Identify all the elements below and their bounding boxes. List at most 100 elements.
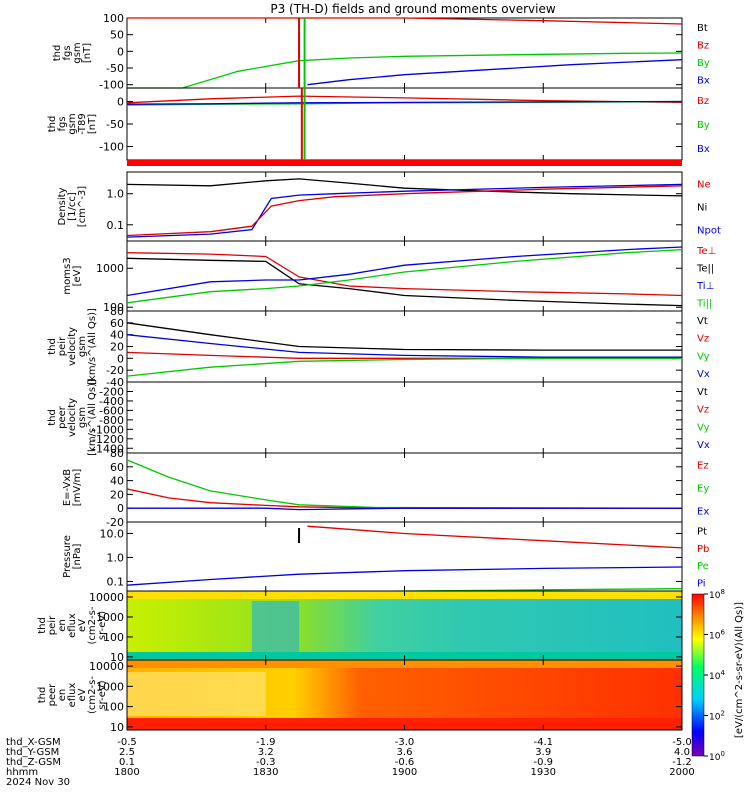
legend-Bx: Bx xyxy=(697,144,710,155)
x-tick-label: -0.9 xyxy=(533,757,553,768)
y-tick-label: 20 xyxy=(110,341,124,354)
series-By xyxy=(127,52,683,89)
y-axis-label: thd xyxy=(47,409,58,426)
y-tick-label: 0.1 xyxy=(107,219,125,232)
y-axis-label: (cm2-s- xyxy=(87,676,98,714)
y-tick-label: 60 xyxy=(110,317,124,330)
y-tick-label: 10 xyxy=(110,651,124,664)
x-tick-label: 2.5 xyxy=(119,747,135,758)
y-axis-label: velocity xyxy=(67,327,78,366)
x-tick-label: -0.6 xyxy=(395,757,415,768)
y-axis-label: thd xyxy=(47,338,58,355)
y-axis-label: sr-eV) xyxy=(97,680,108,709)
y-tick-label: 1.0 xyxy=(107,551,125,564)
legend-Npot: Npot xyxy=(697,226,721,237)
y-tick-label: -50 xyxy=(106,118,124,131)
y-axis-label: velocity xyxy=(67,398,78,437)
y-tick-label: 20 xyxy=(110,488,124,501)
y-tick-label: 10000 xyxy=(89,660,124,673)
x-row-label: thd_X-GSM xyxy=(6,737,61,748)
series-Te⊥ xyxy=(126,252,683,297)
x-row-label: hhmm xyxy=(6,767,38,778)
colorbar-gradient xyxy=(691,593,705,757)
vele-frame xyxy=(126,381,683,454)
y-tick-label: 1000 xyxy=(96,611,124,624)
y-axis-label: [eV] xyxy=(72,266,83,287)
colorbar-tick-label: 100 xyxy=(709,750,725,763)
legend-Ez: Ez xyxy=(697,461,709,472)
y-axis-label: [1/cc] xyxy=(67,192,78,221)
legend-By: By xyxy=(697,58,710,69)
panel-fgs: 100 50 0 -50 -100 thd fgs gsm [nT] Bt Bz By Bx xyxy=(52,12,710,92)
legend-Vt: Vt xyxy=(697,316,708,327)
x-tick-label: 1830 xyxy=(253,767,278,778)
colorbar-tick-label: 102 xyxy=(709,710,725,723)
panel-vele: -200-400-600-800-1000-1200-1400 thd peer ve… xyxy=(47,379,710,456)
legend-Ti⊥: Ti⊥ xyxy=(696,281,714,292)
y-tick-label: -800 xyxy=(99,414,124,427)
series-Pi xyxy=(126,566,683,586)
legend-Vx: Vx xyxy=(697,369,710,380)
y-axis-label: gsm xyxy=(77,336,88,357)
peer-bright-region xyxy=(127,672,266,716)
y-tick-label: 100 xyxy=(103,631,124,644)
y-tick-label: 10.0 xyxy=(100,527,125,540)
series-Te|| xyxy=(126,257,683,307)
x-row-label: thd_Y-GSM xyxy=(6,747,59,758)
y-axis-label: thd xyxy=(47,116,58,133)
y-axis-label: peir xyxy=(57,336,68,356)
colorbar-tick-label: 108 xyxy=(709,588,725,601)
series-Ni xyxy=(126,178,683,197)
y-axis-label: eV xyxy=(77,619,88,632)
legend-Vy: Vy xyxy=(697,351,710,362)
y-tick-label: -1400 xyxy=(92,442,124,455)
series-Bx xyxy=(126,100,683,105)
y-tick-label: -20 xyxy=(106,364,124,377)
y-tick-label: 0 xyxy=(117,45,124,58)
y-tick-label: 80 xyxy=(110,305,124,318)
legend-Ti||: Ti|| xyxy=(696,298,712,309)
y-tick-label: 0 xyxy=(117,96,124,109)
y-tick-label: 100 xyxy=(103,12,124,25)
y-tick-label: 0 xyxy=(117,502,124,515)
y-axis-label: [cm^-3] xyxy=(77,186,88,227)
y-axis-label: en xyxy=(57,619,68,632)
series-Npot xyxy=(126,183,683,238)
data-quality-flag-bar xyxy=(127,160,682,166)
veli-frame xyxy=(126,310,683,383)
y-axis-label: fgs xyxy=(57,116,68,131)
legend-Vz: Vz xyxy=(697,405,709,416)
series-Ey xyxy=(126,459,683,509)
y-axis-label: [nT] xyxy=(82,43,93,63)
y-tick-label: -20 xyxy=(106,516,124,529)
x-tick-label: -4.1 xyxy=(533,737,553,748)
y-axis-label: eflux xyxy=(67,613,78,638)
legend-Ex: Ex xyxy=(697,507,709,518)
y-tick-label: -100 xyxy=(99,79,124,92)
y-axis-label: [nPa] xyxy=(72,543,83,569)
y-axis-label: eV xyxy=(77,688,88,701)
legend-Pb: Pb xyxy=(697,544,709,555)
x-tick-label: 2000 xyxy=(669,767,694,778)
y-tick-label: 40 xyxy=(110,475,124,488)
y-tick-label: 60 xyxy=(110,461,124,474)
series-Ti⊥ xyxy=(126,246,683,297)
y-axis-label: [km/s^(All Qs)] xyxy=(87,308,98,385)
legend-Pe: Pe xyxy=(697,561,709,572)
y-axis-label: eflux xyxy=(67,683,78,708)
legend-Vx: Vx xyxy=(697,440,710,451)
y-axis-label: [nT] xyxy=(87,114,98,134)
y-tick-label: 10 xyxy=(110,721,124,734)
legend-Bz: Bz xyxy=(697,96,709,107)
x-tick-label: 1900 xyxy=(392,767,417,778)
y-tick-label: 80 xyxy=(110,447,124,460)
y-axis-label: en xyxy=(57,689,68,702)
y-axis-label: sr-eV) xyxy=(97,611,108,640)
y-tick-label: -1000 xyxy=(92,423,124,436)
legend-Ne: Ne xyxy=(697,180,711,191)
y-axis-label: gsm xyxy=(67,113,78,134)
y-tick-label: 0 xyxy=(117,352,124,365)
legend-Ey: Ey xyxy=(697,484,709,495)
